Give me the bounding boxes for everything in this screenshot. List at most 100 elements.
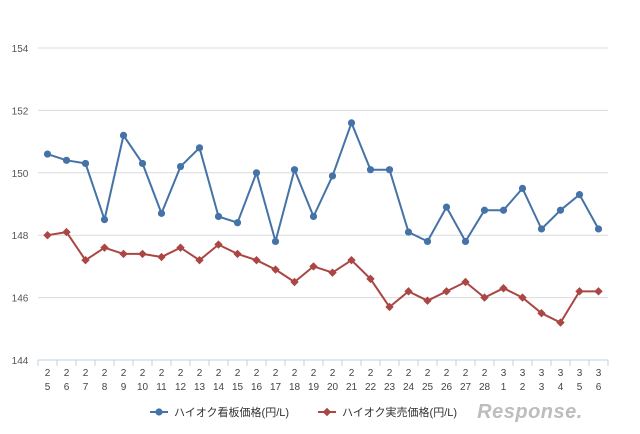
x-tick-month: 2 — [197, 368, 203, 379]
x-tick-day: 25 — [422, 382, 434, 393]
data-point — [594, 287, 603, 296]
y-tick-label: 150 — [12, 169, 29, 180]
x-tick-month: 2 — [387, 368, 393, 379]
y-tick-label: 144 — [12, 356, 29, 367]
y-tick-label: 146 — [12, 294, 29, 305]
data-point — [575, 191, 584, 199]
data-point — [119, 131, 128, 139]
x-tick-month: 2 — [425, 368, 431, 379]
x-tick-month: 3 — [558, 368, 564, 379]
y-axis-labels: 144 146 148 150 152 154 — [12, 44, 29, 367]
x-tick-month: 2 — [102, 368, 108, 379]
x-tick-day: 9 — [121, 382, 127, 393]
x-tick-month: 2 — [216, 368, 222, 379]
x-tick-day: 5 — [45, 382, 51, 393]
grid-lines — [38, 47, 608, 361]
x-tick-day: 6 — [596, 382, 602, 393]
data-point — [138, 249, 147, 259]
x-tick-month: 2 — [159, 368, 165, 379]
x-tick-day: 28 — [479, 382, 491, 393]
legend: ハイオク看板価格(円/L) ハイオク実売価格(円/L) — [150, 405, 457, 419]
x-tick-month: 2 — [140, 368, 146, 379]
x-tick-month: 2 — [311, 368, 317, 379]
x-tick-month: 3 — [501, 368, 507, 379]
data-point — [62, 227, 71, 237]
x-tick-month: 3 — [577, 368, 583, 379]
x-tick-day: 15 — [232, 382, 244, 393]
data-point — [176, 162, 185, 171]
x-tick-day: 27 — [460, 382, 472, 393]
x-tick-day: 26 — [441, 382, 453, 393]
x-tick-month: 2 — [235, 368, 241, 379]
x-tick-day: 1 — [501, 382, 507, 393]
data-point — [119, 249, 128, 259]
data-point — [366, 274, 375, 284]
data-point — [366, 166, 375, 174]
series-layer — [43, 119, 603, 327]
data-point — [594, 225, 603, 233]
x-tick-month: 2 — [463, 368, 469, 379]
data-point — [480, 293, 489, 302]
x-tick-day: 8 — [102, 382, 108, 393]
data-point — [176, 243, 185, 252]
series-line — [47, 121, 600, 243]
legend-item: ハイオク実売価格(円/L) — [318, 405, 457, 419]
data-point — [138, 159, 147, 168]
x-tick-month: 3 — [596, 368, 602, 379]
data-point — [195, 255, 204, 265]
x-tick-month: 2 — [292, 368, 298, 379]
data-point — [214, 240, 223, 249]
data-point — [461, 237, 470, 246]
data-point — [290, 166, 299, 174]
data-point — [290, 277, 299, 287]
x-tick-day: 5 — [577, 382, 583, 393]
response-logo: Response. — [477, 401, 582, 423]
data-point — [271, 265, 280, 274]
data-point — [442, 287, 451, 296]
x-axis: 2526272829210211212213214215216217218219… — [37, 359, 609, 393]
data-point — [404, 287, 413, 296]
data-point — [423, 296, 432, 305]
x-tick-month: 2 — [368, 368, 374, 379]
x-tick-day: 19 — [308, 382, 320, 393]
x-tick-month: 2 — [83, 368, 89, 379]
x-tick-month: 2 — [45, 368, 51, 379]
x-tick-month: 3 — [539, 368, 545, 379]
y-tick-label: 152 — [12, 106, 29, 117]
data-point — [43, 231, 52, 240]
x-tick-day: 23 — [384, 382, 396, 393]
series-0 — [43, 119, 603, 246]
data-point — [233, 249, 242, 259]
x-tick-day: 17 — [270, 382, 282, 393]
data-point — [537, 225, 546, 233]
data-point — [328, 268, 337, 277]
x-tick-day: 7 — [83, 382, 89, 393]
legend-label: ハイオク看板価格(円/L) — [174, 405, 289, 419]
data-point — [62, 156, 71, 164]
x-tick-month: 2 — [64, 368, 70, 379]
x-tick-day: 21 — [346, 382, 358, 393]
data-point — [43, 150, 52, 158]
data-point — [537, 309, 546, 318]
data-point — [461, 277, 470, 287]
data-point — [385, 302, 394, 312]
legend-marker — [322, 407, 332, 417]
x-tick-day: 11 — [156, 382, 167, 393]
x-tick-month: 2 — [406, 368, 412, 379]
data-point — [385, 166, 394, 174]
x-tick-month: 3 — [520, 368, 526, 379]
data-point — [499, 284, 508, 293]
legend-marker — [155, 408, 163, 416]
x-tick-month: 2 — [273, 368, 279, 379]
x-tick-month: 2 — [482, 368, 488, 379]
x-tick-day: 22 — [365, 382, 377, 393]
x-tick-day: 2 — [520, 382, 526, 393]
data-point — [233, 219, 242, 227]
data-point — [81, 255, 90, 265]
x-tick-day: 4 — [558, 382, 564, 393]
data-point — [328, 172, 337, 180]
x-tick-day: 18 — [289, 382, 301, 393]
series-1 — [43, 227, 603, 327]
x-tick-day: 20 — [327, 382, 339, 393]
